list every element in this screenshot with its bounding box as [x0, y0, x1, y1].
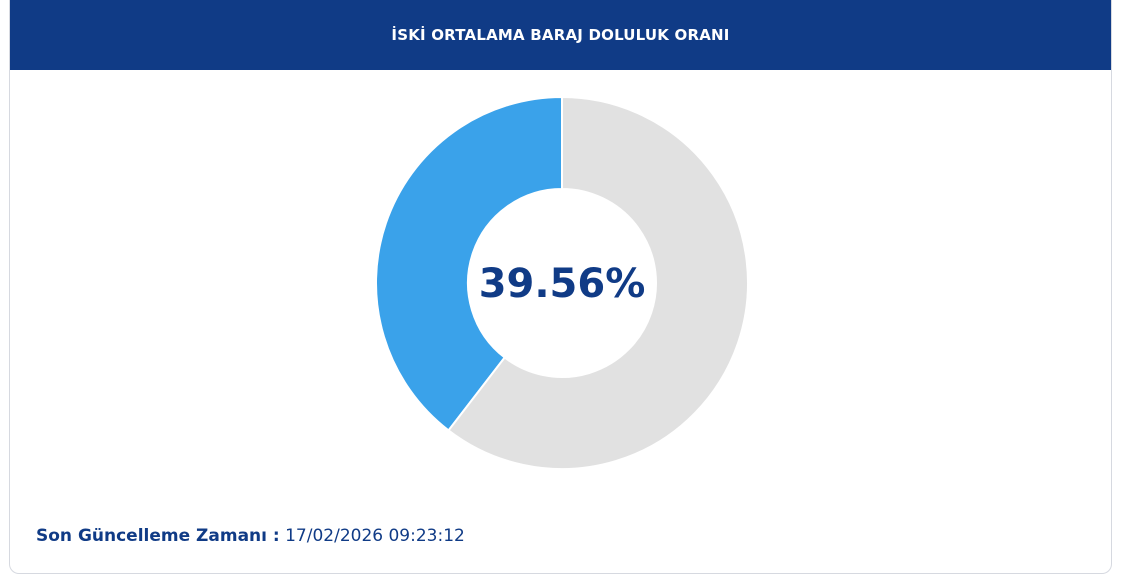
- center-percentage-label: 39.56%: [479, 261, 646, 307]
- card-header: İSKİ ORTALAMA BARAJ DOLULUK ORANI: [10, 0, 1111, 70]
- last-update-label: Son Güncelleme Zamanı :: [36, 526, 280, 546]
- chart-container: 39.56%: [10, 70, 1111, 500]
- card-title: İSKİ ORTALAMA BARAJ DOLULUK ORANI: [391, 26, 730, 44]
- dam-fill-rate-card: İSKİ ORTALAMA BARAJ DOLULUK ORANI 39.56%…: [9, 0, 1112, 574]
- last-update: Son Güncelleme Zamanı : 17/02/2026 09:23…: [36, 526, 465, 546]
- donut-chart: 39.56%: [375, 95, 749, 470]
- donut-slice-empty: [447, 95, 749, 470]
- donut-slice-filled: [375, 95, 563, 432]
- last-update-value: 17/02/2026 09:23:12: [285, 526, 465, 546]
